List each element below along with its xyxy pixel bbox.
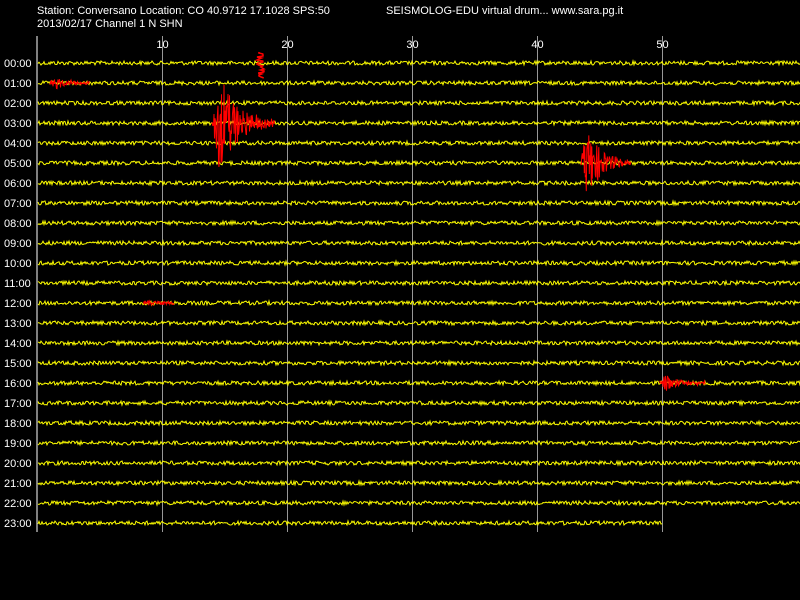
- minute-tick-label: 40: [531, 39, 543, 51]
- seismic-event: [659, 375, 706, 391]
- trace-row-2200: [37, 499, 800, 507]
- seismic-event: [211, 84, 275, 167]
- seismic-event: [49, 78, 90, 90]
- hour-label: 21:00: [4, 478, 32, 490]
- trace-row-0900: [37, 239, 800, 247]
- station-info: Station: Conversano Location: CO 40.9712…: [37, 5, 330, 17]
- trace-row-1100: [37, 279, 800, 287]
- seismic-event: [142, 299, 175, 307]
- trace-row-2000: [37, 459, 800, 467]
- hour-scale: 00:00 01:00 02:00 03:00 04:00 05:00 06:00 07:00…: [4, 58, 32, 530]
- trace-row-0800: [37, 219, 800, 227]
- hour-label: 12:00: [4, 298, 32, 310]
- trace-row-2300: [37, 519, 663, 527]
- hour-label: 00:00: [4, 58, 32, 70]
- hour-label: 10:00: [4, 258, 32, 270]
- hour-label: 16:00: [4, 378, 32, 390]
- minute-tick-label: 20: [281, 39, 293, 51]
- hour-label: 05:00: [4, 158, 32, 170]
- trace-row-0200: [37, 99, 800, 107]
- trace-row-0600: [37, 179, 800, 187]
- program-title: SEISMOLOG-EDU virtual drum... www.sara.p…: [386, 5, 624, 17]
- hour-label: 02:00: [4, 98, 32, 110]
- hour-label: 19:00: [4, 438, 32, 450]
- trace-row-0700: [37, 199, 800, 207]
- hour-label: 13:00: [4, 318, 32, 330]
- trace-row-0100: [37, 79, 800, 87]
- trace-row-1300: [37, 319, 800, 327]
- hour-label: 23:00: [4, 518, 32, 530]
- hour-label: 20:00: [4, 458, 32, 470]
- trace-row-0400: [37, 139, 800, 147]
- hour-label: 07:00: [4, 198, 32, 210]
- hour-label: 09:00: [4, 238, 32, 250]
- minute-tick-label: 30: [406, 39, 418, 51]
- hour-label: 18:00: [4, 418, 32, 430]
- hour-label: 01:00: [4, 78, 32, 90]
- hour-label: 22:00: [4, 498, 32, 510]
- trace-row-0300: [37, 119, 800, 127]
- trace-row-0500: [37, 159, 800, 167]
- hour-label: 06:00: [4, 178, 32, 190]
- minute-tick-label: 50: [656, 39, 668, 51]
- hour-label: 15:00: [4, 358, 32, 370]
- hour-label: 03:00: [4, 118, 32, 130]
- hour-label: 08:00: [4, 218, 32, 230]
- trace-row-1900: [37, 439, 800, 447]
- seismic-event: [254, 51, 266, 79]
- trace-row-1700: [37, 399, 800, 407]
- date-channel-info: 2013/02/17 Channel 1 N SHN: [37, 18, 183, 30]
- hour-label: 17:00: [4, 398, 32, 410]
- hour-label: 14:00: [4, 338, 32, 350]
- trace-rows: [37, 59, 800, 527]
- trace-row-2100: [37, 479, 800, 487]
- seismic-events: [49, 51, 706, 391]
- trace-row-1000: [37, 259, 800, 267]
- seismic-event: [580, 135, 632, 192]
- trace-row-1500: [37, 359, 800, 367]
- trace-row-1400: [38, 339, 800, 347]
- minute-scale: 10 20 30 40 50: [156, 39, 668, 51]
- minute-tick-label: 10: [156, 39, 168, 51]
- trace-row-0000: [37, 59, 800, 67]
- hour-label: 11:00: [4, 278, 31, 290]
- trace-row-1800: [37, 419, 800, 427]
- hour-label: 04:00: [4, 138, 32, 150]
